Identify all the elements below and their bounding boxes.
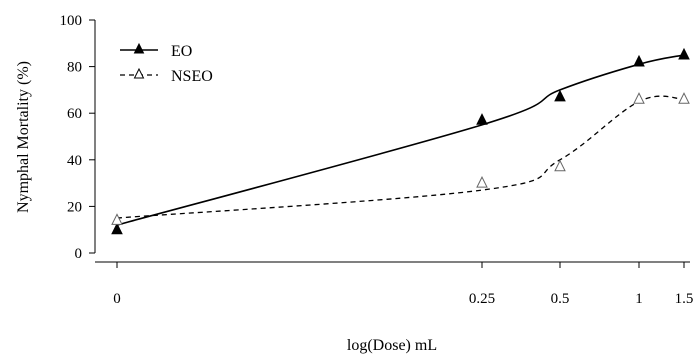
data-point-nseo — [112, 214, 122, 224]
y-tick-label: 0 — [75, 246, 83, 262]
data-point-nseo — [555, 161, 565, 171]
data-point-eo — [634, 56, 644, 66]
data-point-eo — [679, 49, 689, 59]
legend-nseo-label: NSEO — [171, 68, 213, 85]
y-tick-label: 40 — [67, 153, 82, 169]
x-ticks: 0 0.25 0.5 1 1.5 — [113, 262, 693, 307]
y-ticks: 0 20 40 60 80 100 — [60, 13, 96, 262]
legend-item-eo: EO — [120, 43, 192, 60]
y-tick-label: 100 — [60, 13, 83, 29]
data-point-nseo — [634, 93, 644, 103]
x-tick-label: 0.5 — [551, 291, 570, 307]
legend-item-nseo: NSEO — [120, 68, 213, 85]
data-point-eo — [555, 91, 565, 101]
fit-line-nseo — [117, 96, 684, 218]
x-tick-label: 1 — [635, 291, 643, 307]
x-tick-label: 0.25 — [469, 291, 495, 307]
legend: EO NSEO — [120, 43, 213, 85]
legend-eo-label: EO — [171, 43, 192, 60]
y-tick-label: 60 — [67, 106, 82, 122]
y-tick-label: 20 — [67, 199, 82, 215]
data-point-eo — [112, 224, 122, 234]
x-axis-title: log(Dose) mL — [347, 337, 437, 354]
data-point-nseo — [679, 93, 689, 103]
x-tick-label: 0 — [113, 291, 121, 307]
data-point-nseo — [477, 177, 487, 187]
x-tick-label: 1.5 — [675, 291, 694, 307]
legend-nseo-marker — [135, 69, 144, 78]
y-tick-label: 80 — [67, 60, 82, 76]
legend-eo-marker — [135, 44, 144, 53]
data-point-eo — [477, 114, 487, 124]
y-axis-title: Nymphal Mortality (%) — [15, 61, 32, 213]
